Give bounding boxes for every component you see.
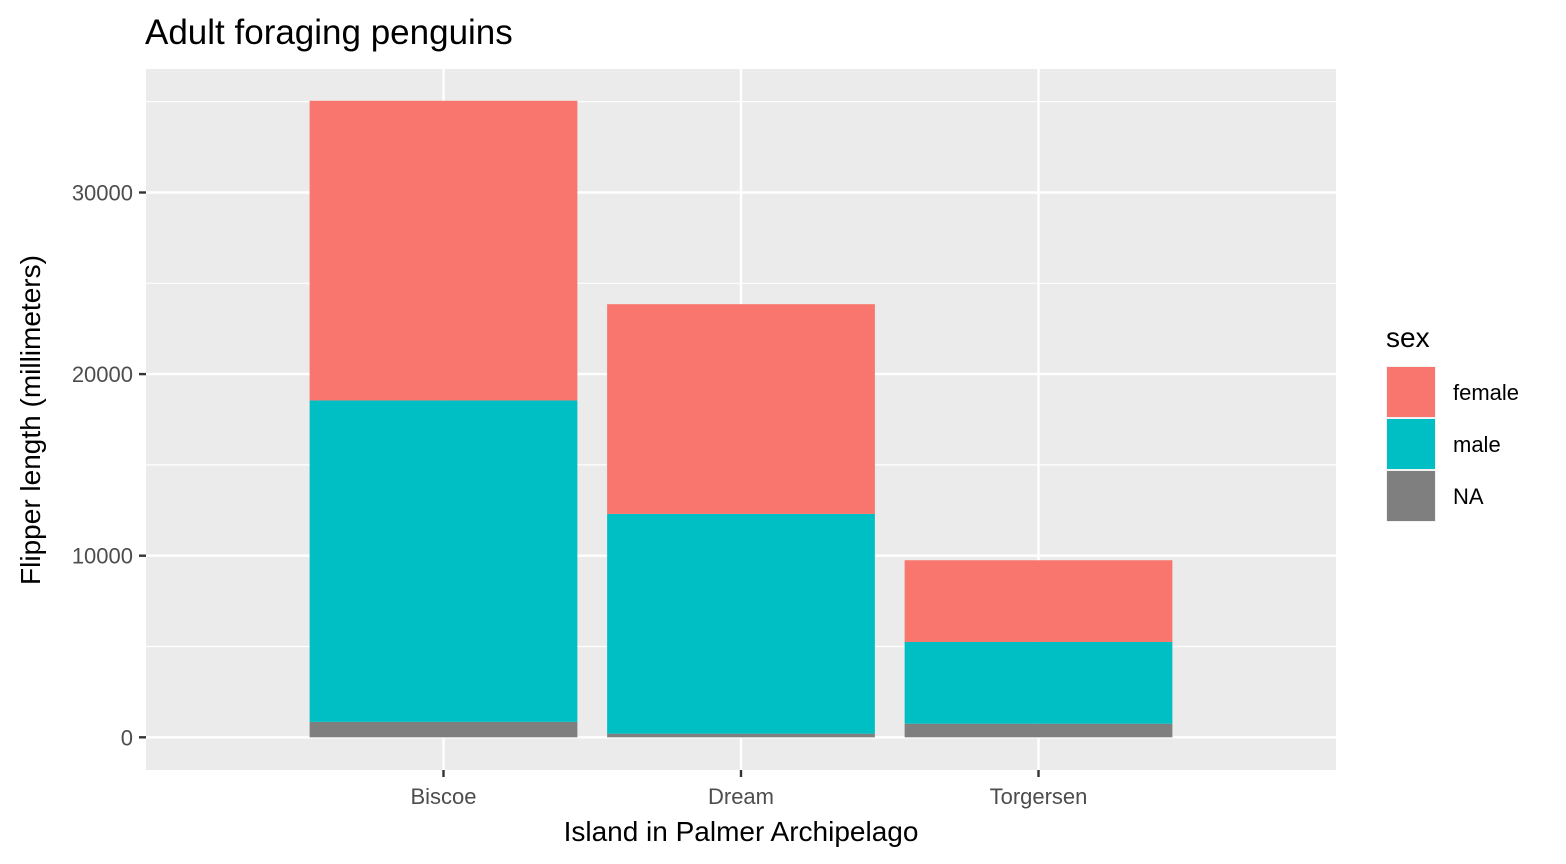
- y-axis: 0 10000 20000 30000: [72, 180, 146, 750]
- y-tick-label: 10000: [72, 544, 133, 569]
- x-axis: Biscoe Dream Torgersen: [410, 770, 1087, 809]
- y-tick-label: 0: [121, 725, 133, 750]
- bar-female-biscoe: [309, 100, 578, 401]
- legend-swatch-female: [1387, 367, 1435, 417]
- bar-na-torgersen: [904, 723, 1173, 738]
- bar-male-torgersen: [904, 641, 1173, 724]
- bar-female-dream: [607, 304, 875, 514]
- bar-male-biscoe: [309, 400, 578, 722]
- bars-layer: [309, 100, 1173, 738]
- x-tick-label: Biscoe: [410, 784, 476, 809]
- y-axis-title: Flipper length (millimeters): [15, 255, 46, 585]
- x-tick-label: Dream: [708, 784, 774, 809]
- legend-title: sex: [1386, 322, 1430, 353]
- legend-swatch-na: [1387, 471, 1435, 521]
- x-axis-title: Island in Palmer Archipelago: [564, 816, 919, 847]
- legend-label-male: male: [1453, 432, 1501, 457]
- bar-na-dream: [607, 733, 875, 738]
- y-tick-label: 30000: [72, 180, 133, 205]
- legend-label-na: NA: [1453, 484, 1484, 509]
- chart-title: Adult foraging penguins: [145, 13, 513, 52]
- legend-swatch-male: [1387, 419, 1435, 469]
- y-tick-label: 20000: [72, 362, 133, 387]
- bar-female-torgersen: [904, 560, 1173, 642]
- x-tick-label: Torgersen: [990, 784, 1088, 809]
- legend: sex female male NA: [1386, 322, 1519, 522]
- bar-male-dream: [607, 513, 875, 734]
- legend-label-female: female: [1453, 380, 1519, 405]
- bar-na-biscoe: [309, 721, 578, 738]
